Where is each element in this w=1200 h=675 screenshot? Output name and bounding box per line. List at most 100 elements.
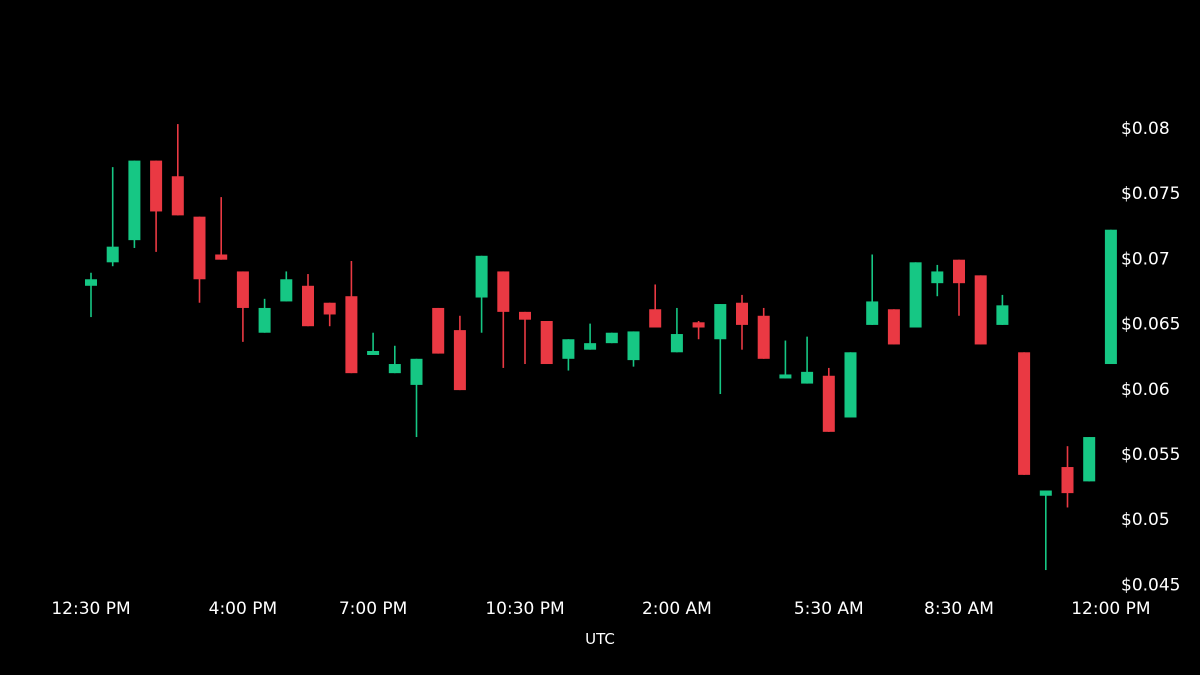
candle <box>150 160 163 252</box>
candle-body <box>649 309 662 328</box>
candle <box>171 124 184 216</box>
candle <box>1061 446 1074 508</box>
candle-body <box>302 285 314 327</box>
candle-body <box>519 311 531 320</box>
candle-body <box>779 374 792 379</box>
candle-body <box>106 246 119 263</box>
candle-body <box>150 160 163 212</box>
candle <box>909 262 922 328</box>
candle <box>323 302 336 327</box>
candle-body <box>1061 467 1074 494</box>
candle <box>1018 352 1031 475</box>
candle <box>757 307 770 359</box>
candle <box>996 294 1009 325</box>
candle-body <box>996 305 1009 325</box>
candle <box>866 254 879 325</box>
candle <box>649 284 662 328</box>
candle <box>584 323 597 350</box>
candle-body <box>475 255 488 298</box>
y-axis: $0.08 $0.075 $0.07 $0.065 $0.06 $0.055 $0.05 $0… <box>1121 119 1180 595</box>
candle-body <box>540 320 553 365</box>
candle <box>736 294 748 350</box>
candle <box>302 274 314 327</box>
candle <box>1083 437 1096 482</box>
candle-body <box>367 350 380 355</box>
candle-body <box>692 322 705 328</box>
candle-body <box>1104 229 1117 365</box>
candle <box>540 320 553 365</box>
x-tick-label: 8:30 AM <box>924 599 994 619</box>
candle-body <box>757 315 770 359</box>
candle <box>432 307 445 354</box>
candle-body <box>323 302 336 315</box>
candle-body <box>128 160 141 241</box>
candle <box>562 339 575 371</box>
candle <box>236 271 249 342</box>
x-tick-label: 4:00 PM <box>209 599 278 619</box>
candle-body <box>801 371 814 384</box>
y-tick-label: $0.065 <box>1121 315 1180 335</box>
candle <box>215 197 228 260</box>
candle <box>367 332 380 355</box>
x-tick-label: 7:00 PM <box>339 599 408 619</box>
candle-body <box>171 176 184 216</box>
candle <box>1104 229 1117 365</box>
candle <box>280 271 293 302</box>
candle <box>453 315 466 391</box>
candle-body <box>931 271 944 284</box>
candle <box>974 275 987 345</box>
candle <box>475 255 488 333</box>
candle <box>258 298 271 333</box>
y-tick-label: $0.07 <box>1121 249 1170 269</box>
x-tick-label: 5:30 AM <box>794 599 864 619</box>
y-tick-label: $0.075 <box>1121 184 1180 204</box>
candle <box>822 367 835 432</box>
candle <box>193 216 206 303</box>
y-tick-label: $0.08 <box>1121 119 1170 139</box>
candle <box>779 340 792 379</box>
candle <box>627 331 640 367</box>
x-axis: 12:30 PM 4:00 PM 7:00 PM 10:30 PM 2:00 AM 5:3… <box>51 599 1150 619</box>
candle-body <box>345 296 358 374</box>
candle-body <box>974 275 987 345</box>
candle <box>519 311 531 365</box>
candle <box>692 320 705 340</box>
candle-body <box>627 331 640 361</box>
candle-body <box>736 302 748 325</box>
candle-body <box>280 279 293 302</box>
y-tick-label: $0.05 <box>1121 510 1170 530</box>
candle-body <box>193 216 206 280</box>
candle <box>128 160 141 248</box>
candle-body <box>432 307 445 354</box>
y-tick-label: $0.045 <box>1121 575 1180 595</box>
candle <box>670 307 683 353</box>
candle-body <box>714 304 727 340</box>
x-tick-label: 10:30 PM <box>485 599 564 619</box>
candle-body <box>410 358 423 385</box>
candle <box>931 264 944 297</box>
x-tick-label: 12:00 PM <box>1071 599 1150 619</box>
candle <box>953 259 965 316</box>
candle-body <box>866 301 879 325</box>
candle <box>844 352 857 418</box>
y-tick-label: $0.06 <box>1121 380 1170 400</box>
candle-body <box>85 279 97 286</box>
candles-layer <box>85 124 1117 571</box>
candle <box>410 358 423 438</box>
candle-body <box>236 271 249 308</box>
candle <box>887 309 900 345</box>
x-tick-label: 12:30 PM <box>51 599 130 619</box>
candle-body <box>215 254 228 260</box>
candle-body <box>1083 437 1096 482</box>
candle-body <box>909 262 922 328</box>
candle <box>497 271 510 368</box>
candle <box>801 336 814 384</box>
candle <box>605 332 618 344</box>
candle-body <box>822 375 835 432</box>
candle-body <box>887 309 900 345</box>
candle <box>106 167 119 267</box>
y-tick-label: $0.055 <box>1121 445 1180 465</box>
candle <box>345 261 358 374</box>
x-axis-title: UTC <box>585 630 615 648</box>
candle-body <box>497 271 510 312</box>
